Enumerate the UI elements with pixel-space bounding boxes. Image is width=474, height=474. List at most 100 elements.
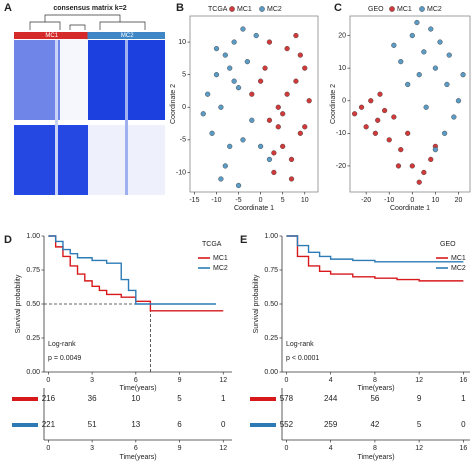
y-tick-label: 0.25: [26, 335, 40, 342]
y-axis-label: Survival probability: [15, 274, 22, 333]
x-axis-label: Coordinate 1: [390, 205, 430, 212]
point: [297, 130, 303, 136]
point: [231, 78, 237, 84]
point: [249, 117, 255, 123]
heatmap-stripe: [55, 40, 58, 195]
group-bar: [14, 32, 88, 39]
x-tick-label: 10: [431, 197, 439, 204]
y-tick-label: 5: [182, 72, 186, 79]
y-tick-label: 0.50: [264, 301, 278, 308]
point: [405, 81, 411, 88]
legend-swatch: [419, 6, 425, 12]
risk-count: 216: [42, 394, 56, 403]
table-x-tick-label: 16: [459, 445, 467, 452]
point: [288, 156, 295, 163]
point: [386, 137, 392, 143]
panel-label: D: [4, 234, 12, 246]
point: [398, 59, 404, 65]
y-tick-label: 0.00: [264, 369, 278, 376]
y-tick-label: 0.75: [264, 267, 278, 274]
plot-frame: [189, 15, 319, 193]
table-x-tick-label: 6: [134, 445, 138, 452]
x-tick-label: 3: [90, 377, 94, 384]
panel-label: C: [334, 2, 342, 14]
risk-count: 552: [280, 420, 294, 429]
point: [244, 59, 250, 65]
table-x-tick-label: 3: [90, 445, 94, 452]
point: [409, 163, 415, 169]
point: [266, 156, 273, 163]
point: [262, 65, 268, 71]
annotation: Log-rank: [286, 341, 314, 348]
heatmap-block: [14, 125, 88, 195]
point: [416, 179, 422, 185]
survival-curve: [48, 235, 216, 305]
y-tick-label: 1.00: [264, 233, 278, 240]
point: [444, 81, 450, 88]
y-tick-label: -5: [180, 137, 186, 144]
point: [306, 98, 312, 104]
y-tick-label: -20: [336, 163, 346, 170]
dendrogram: [29, 14, 146, 30]
point: [302, 65, 308, 71]
legend-label: MC2: [267, 6, 282, 13]
point: [363, 124, 369, 130]
point: [414, 19, 420, 26]
x-tick-label: -10: [211, 197, 221, 204]
point: [280, 111, 286, 117]
point: [302, 124, 308, 130]
survival-curve: [286, 235, 464, 263]
point: [280, 143, 286, 149]
risk-count: 5: [177, 394, 182, 403]
point: [398, 147, 404, 153]
point: [209, 130, 215, 136]
x-tick-label: 5: [281, 197, 285, 204]
x-tick-label: 6: [134, 377, 138, 384]
risk-count: 5: [417, 420, 422, 429]
point: [253, 32, 259, 39]
point: [222, 163, 228, 169]
heatmap-stripe: [14, 120, 165, 125]
point: [213, 72, 220, 78]
y-tick-label: 0: [342, 98, 346, 105]
risk-count: 259: [324, 420, 338, 429]
table-x-axis-label: Time(years): [357, 454, 394, 461]
point: [409, 32, 415, 39]
x-tick-label: -20: [361, 197, 371, 204]
point: [372, 130, 378, 136]
point: [293, 78, 299, 84]
annotation: Log-rank: [48, 341, 76, 348]
point: [395, 163, 402, 169]
point: [421, 169, 427, 176]
risk-count: 578: [280, 394, 294, 403]
point: [428, 156, 434, 163]
risk-count: 221: [42, 420, 56, 429]
point: [382, 107, 388, 114]
risk-count: 36: [88, 394, 97, 403]
risk-count: 42: [370, 420, 379, 429]
point: [442, 130, 448, 136]
risk-count: 6: [177, 420, 182, 429]
risk-count: 9: [417, 394, 422, 403]
point: [293, 32, 299, 39]
annotation: p < 0.0001: [286, 355, 319, 362]
point: [271, 169, 277, 176]
x-tick-label: 20: [455, 197, 463, 204]
risk-count: 244: [324, 394, 338, 403]
point: [352, 111, 358, 117]
point: [275, 124, 281, 130]
risk-count: 0: [461, 420, 466, 429]
point: [275, 104, 281, 110]
point: [227, 143, 233, 149]
y-tick-label: 0.00: [26, 369, 40, 376]
legend-label: MC1: [451, 255, 466, 262]
point: [213, 45, 220, 52]
point: [460, 72, 466, 78]
panel-label: E: [240, 234, 247, 246]
point: [235, 85, 242, 91]
legend-label: MC2: [451, 265, 466, 272]
point: [455, 98, 462, 104]
legend-label: MC1: [213, 255, 228, 262]
point: [421, 49, 427, 55]
table-x-tick-label: 12: [415, 445, 423, 452]
